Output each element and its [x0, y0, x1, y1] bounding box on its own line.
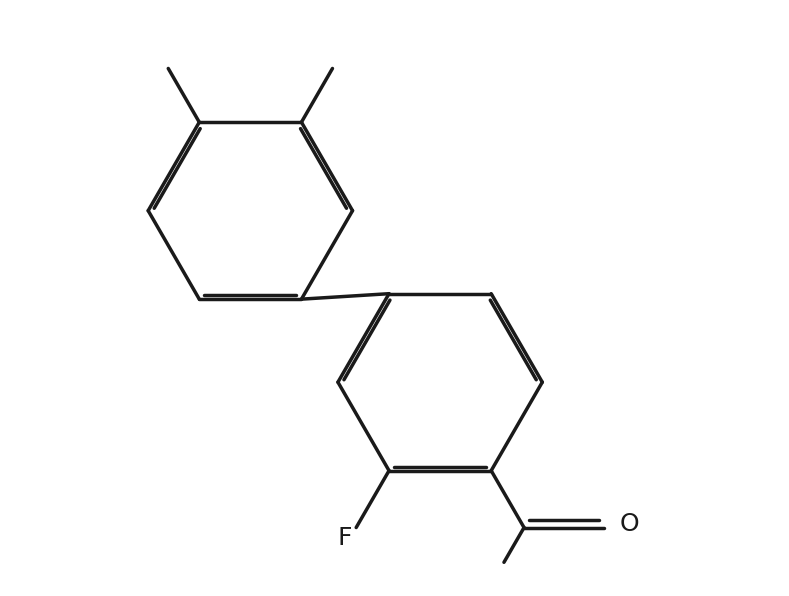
Text: F: F — [338, 526, 353, 551]
Text: O: O — [620, 512, 640, 536]
